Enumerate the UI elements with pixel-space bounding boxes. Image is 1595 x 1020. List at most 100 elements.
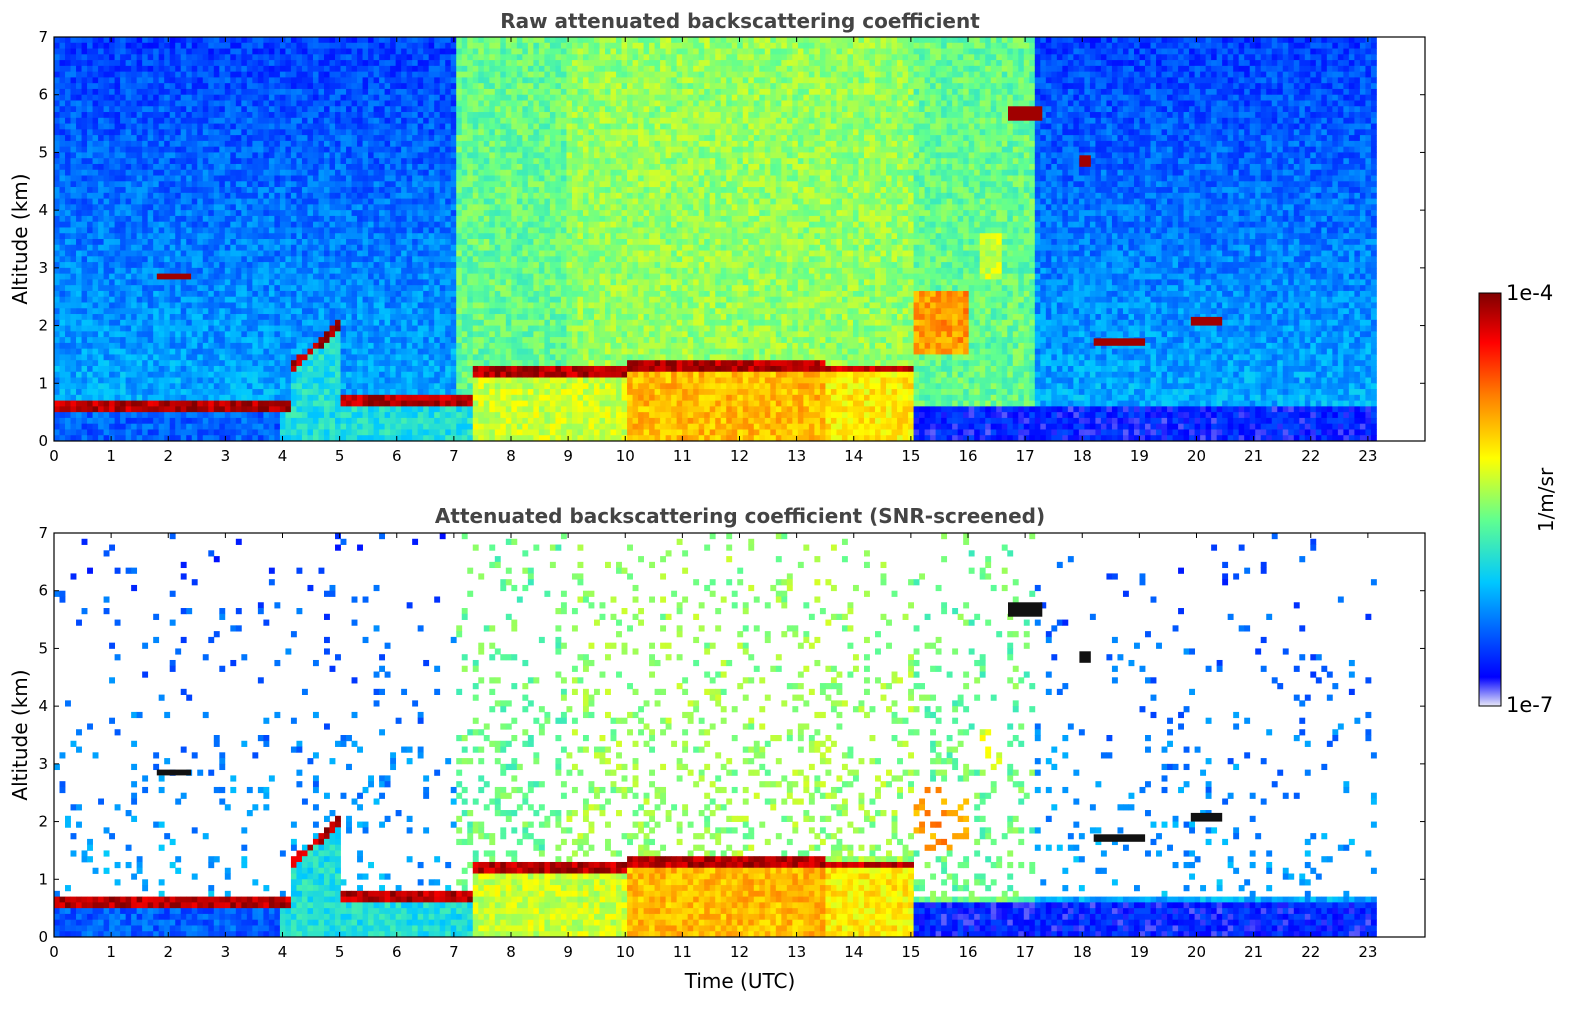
heatmap-cell	[224, 65, 231, 73]
heatmap-cell	[434, 400, 441, 407]
heatmap-cell	[257, 365, 264, 373]
heatmap-cell	[263, 94, 270, 101]
heatmap-cell	[395, 371, 402, 378]
heatmap-cell	[180, 325, 187, 332]
heatmap-cell	[285, 377, 292, 384]
heatmap-cell	[158, 192, 165, 199]
heatmap-cell	[98, 239, 104, 246]
heatmap-cell	[164, 296, 171, 303]
heatmap-cell	[169, 106, 176, 113]
heatmap-cell	[136, 389, 143, 396]
heatmap-cell	[191, 146, 198, 153]
heatmap-cell	[351, 175, 358, 182]
heatmap-cell	[120, 169, 127, 176]
heatmap-cell	[390, 383, 397, 390]
heatmap-cell	[373, 429, 380, 436]
heatmap-cell	[180, 192, 187, 199]
heatmap-cell	[76, 60, 82, 67]
heatmap-cell	[351, 54, 358, 61]
heatmap-cell	[384, 406, 391, 413]
heatmap-cell	[65, 239, 71, 246]
heatmap-cell	[373, 267, 380, 275]
heatmap-cell	[224, 187, 231, 194]
heatmap-cell	[423, 383, 430, 390]
heatmap-cell	[197, 83, 204, 90]
heatmap-cell	[428, 60, 435, 67]
heatmap-cell	[153, 221, 160, 228]
heatmap-cell	[346, 135, 352, 142]
heatmap-cell	[213, 146, 220, 153]
heatmap-cell	[335, 365, 341, 373]
heatmap-cell	[417, 233, 424, 240]
heatmap-cell	[307, 360, 314, 367]
heatmap-cell	[158, 215, 165, 223]
heatmap-cell	[373, 163, 380, 171]
heatmap-cell	[136, 198, 143, 205]
heatmap-cell	[114, 83, 121, 90]
heatmap-cell	[401, 377, 408, 384]
heatmap-cell	[158, 204, 165, 211]
heatmap-cell	[406, 400, 413, 407]
heatmap-cell	[312, 239, 319, 246]
heatmap-cell	[252, 88, 259, 96]
heatmap-cell	[136, 100, 143, 107]
heatmap-cell	[180, 169, 187, 176]
heatmap-cell	[158, 417, 165, 425]
heatmap-cell	[279, 140, 286, 148]
heatmap-cell	[301, 129, 308, 136]
heatmap-cell	[241, 348, 248, 355]
heatmap-cell	[296, 198, 303, 205]
heatmap-cell	[312, 163, 319, 171]
heatmap-cell	[335, 37, 341, 44]
heatmap-cell	[439, 412, 446, 419]
heatmap-cell	[307, 256, 314, 263]
heatmap-cell	[390, 221, 397, 228]
heatmap-cell	[70, 371, 77, 378]
heatmap-cell	[285, 48, 292, 55]
heatmap-cell	[312, 423, 319, 430]
heatmap-cell	[230, 239, 237, 246]
heatmap-cell	[390, 117, 397, 124]
heatmap-cell	[235, 135, 242, 142]
heatmap-cell	[423, 302, 430, 309]
heatmap-cell	[208, 314, 215, 321]
heatmap-cell	[329, 42, 336, 49]
heatmap-cell	[197, 302, 204, 309]
heatmap-cell	[81, 429, 88, 436]
heatmap-cell	[329, 337, 336, 344]
heatmap-cell	[307, 406, 314, 413]
heatmap-cell	[219, 319, 226, 326]
heatmap-cell	[357, 94, 363, 101]
heatmap-cell	[235, 210, 242, 217]
heatmap-cell	[373, 256, 380, 263]
heatmap-cell	[65, 314, 71, 321]
heatmap-cell	[103, 412, 110, 419]
heatmap-cell	[147, 204, 154, 211]
heatmap-cell	[274, 244, 281, 251]
heatmap-cell	[417, 250, 424, 257]
heatmap-cell	[340, 377, 347, 384]
heatmap-cell	[285, 302, 292, 309]
heatmap-cell	[230, 371, 237, 378]
heatmap-cell	[417, 383, 424, 390]
heatmap-cell	[109, 337, 116, 344]
heatmap-cell	[368, 239, 374, 246]
heatmap-cell	[125, 60, 132, 67]
heatmap-cell	[346, 77, 352, 84]
heatmap-cell	[406, 112, 413, 119]
heatmap-cell	[362, 377, 369, 384]
heatmap-cell	[59, 400, 66, 407]
heatmap-cell	[423, 112, 430, 119]
heatmap-cell	[103, 112, 110, 119]
heatmap-cell	[362, 54, 369, 61]
heatmap-cell	[417, 400, 424, 407]
heatmap-cell	[202, 146, 209, 153]
heatmap-cell	[384, 348, 391, 355]
heatmap-cell	[54, 400, 60, 407]
heatmap-cell	[92, 429, 99, 436]
heatmap-cell	[202, 423, 209, 430]
heatmap-cell	[296, 158, 303, 165]
heatmap-cell	[202, 48, 209, 55]
heatmap-cell	[401, 42, 408, 49]
heatmap-cell	[368, 389, 374, 396]
